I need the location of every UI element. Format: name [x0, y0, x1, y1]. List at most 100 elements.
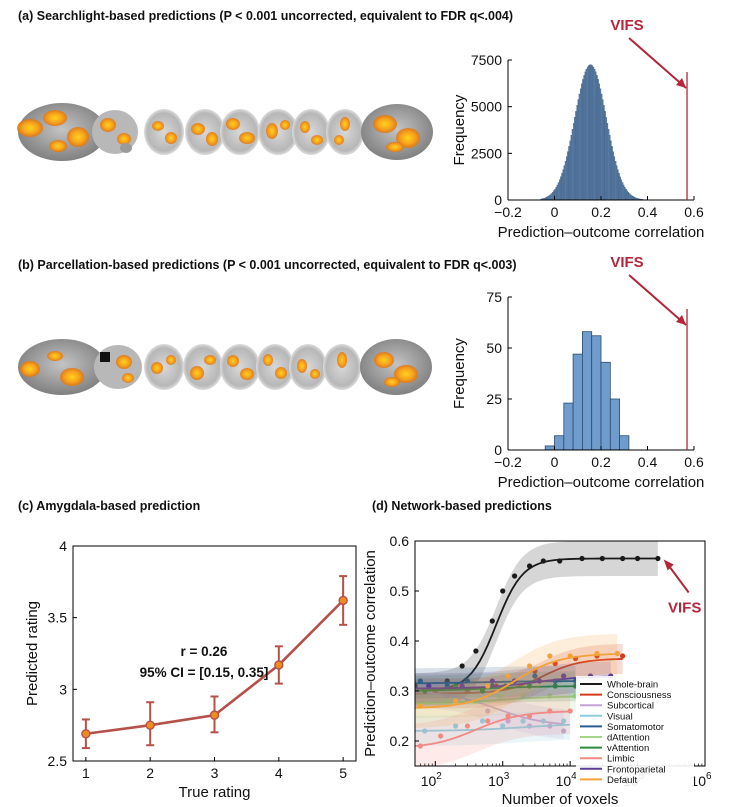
vifs-arrow: [628, 37, 687, 89]
data-point: [479, 718, 486, 724]
x-tick-label: 103: [488, 771, 510, 789]
hist-bar: [614, 161, 617, 201]
data-point: [520, 693, 526, 699]
data-point: [561, 718, 567, 724]
hist-bar: [576, 105, 578, 201]
data-point: [417, 703, 423, 709]
y-axis-label: Frequency: [451, 94, 468, 165]
histogram-b: −0.2 0 0.2 0.4 0.60255075Prediction–outcome …: [451, 254, 704, 491]
y-tick-label: 25: [486, 391, 502, 407]
y-axis-label: Prediction–outcome correlation: [362, 550, 379, 757]
data-point: [422, 728, 428, 734]
y-axis-label: Frequency: [451, 338, 468, 409]
hist-bar: [585, 68, 588, 201]
hist-bar: [572, 123, 575, 201]
hist-bar: [584, 71, 587, 201]
x-tick-label: −0.2: [494, 204, 522, 220]
data-point: [505, 713, 511, 719]
hist-bar: [591, 335, 602, 451]
hist-bar: [572, 353, 583, 451]
data-point: [505, 718, 511, 724]
y-tick-label: 0.2: [390, 733, 410, 749]
y-tick-label: 0.5: [390, 583, 410, 599]
data-point: [561, 728, 567, 734]
hist-bar: [563, 165, 566, 201]
histogram-a: −0.2 0 0.2 0.4 0.60250050007500Prediction–ou…: [451, 17, 704, 241]
data-point: [489, 618, 495, 624]
series-visual: [415, 709, 571, 746]
x-tick-label: 0.4: [638, 204, 658, 220]
panel-b-title: (b) Parcellation-based predictions (P < …: [18, 258, 517, 272]
brain-strip-b: [18, 339, 432, 395]
hist-bar: [600, 361, 611, 451]
hist-bar: [605, 117, 607, 201]
x-tick-label: 104: [556, 771, 578, 789]
x-tick-label: 0: [551, 204, 559, 220]
y-tick-label: 7500: [471, 52, 502, 68]
fit-line: [415, 685, 576, 692]
data-point: [540, 558, 546, 564]
hist-bar: [577, 99, 580, 201]
hist-bar: [624, 187, 626, 201]
data-point: [500, 723, 506, 729]
fit-line: [415, 723, 571, 732]
data-point: [417, 743, 423, 749]
data-point: [526, 713, 533, 719]
y-tick-label: 0.6: [390, 533, 410, 549]
hist-bar: [593, 68, 596, 201]
x-tick-label: 5: [339, 765, 347, 781]
x-axis-label: True rating: [179, 784, 251, 801]
x-axis-label: Number of voxels: [502, 791, 619, 807]
y-tick-label: 0: [494, 442, 502, 458]
legend-label: Default: [607, 775, 637, 786]
data-point: [620, 653, 626, 659]
y-tick-label: 3.5: [48, 610, 68, 626]
hist-bar: [619, 435, 630, 451]
legend-label: Limbic: [607, 754, 635, 765]
hist-bar: [604, 111, 606, 201]
hist-bar: [554, 435, 565, 451]
hist-bar: [620, 179, 623, 201]
y-tick-label: 3: [59, 681, 67, 697]
hist-bar: [556, 184, 559, 201]
brain-axial-slices-a: [144, 109, 364, 155]
hist-bar: [557, 182, 560, 201]
vifs-arrowhead: [676, 315, 687, 325]
hist-bar: [574, 117, 576, 201]
legend: Whole-brainConsciousnessSubcorticalVisua…: [576, 676, 694, 788]
hist-bar: [560, 176, 562, 201]
hist-bar: [613, 156, 616, 201]
hist-bar: [615, 165, 618, 201]
x-axis-label: Prediction–outcome correlation: [498, 474, 705, 491]
data-point: [552, 683, 558, 689]
hist-bar: [555, 187, 557, 201]
x-tick-label: 102: [421, 771, 443, 789]
y-tick-label: 0.4: [390, 633, 410, 649]
hist-bar: [621, 182, 624, 201]
vifs-arrow: [628, 274, 687, 326]
legend-label: Whole-brain: [607, 680, 658, 691]
data-point: [485, 683, 491, 689]
data-point: [567, 708, 573, 714]
panel-c-title: (c) Amygdala-based prediction: [18, 499, 201, 513]
vifs-label: VIFS: [610, 17, 643, 34]
vifs-label: VIFS: [610, 254, 643, 271]
y-axis-label: Predicted rating: [24, 601, 41, 706]
brain-sagittal-a: [92, 110, 138, 154]
hist-bar: [583, 75, 585, 201]
data-point: [614, 650, 620, 657]
data-point: [547, 653, 553, 659]
x-tick-label: 4: [275, 765, 283, 781]
hist-bar: [609, 135, 611, 201]
hist-bar: [617, 169, 619, 201]
x-tick-exponent: 6: [706, 771, 712, 782]
data-point: [426, 683, 432, 689]
x-tick-label: 3: [211, 765, 219, 781]
hist-bar: [548, 195, 550, 201]
hist-bar: [562, 169, 564, 201]
data-point: [540, 718, 546, 724]
hist-bar: [599, 88, 602, 201]
stat-r: r = 0.26: [181, 644, 228, 659]
y-tick-label: 0.3: [390, 683, 410, 699]
hist-bar: [609, 398, 620, 451]
